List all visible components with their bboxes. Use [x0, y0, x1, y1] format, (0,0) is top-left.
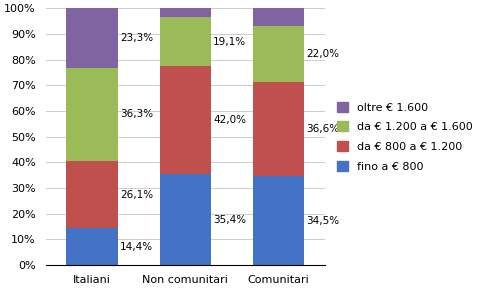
Bar: [66, 8, 118, 68]
Text: 14,4%: 14,4%: [120, 242, 153, 252]
Bar: [66, 68, 118, 161]
Bar: [159, 17, 211, 66]
Text: 23,3%: 23,3%: [120, 33, 153, 43]
Bar: [159, 174, 211, 265]
Bar: [66, 161, 118, 228]
Bar: [66, 228, 118, 265]
Bar: [252, 177, 303, 265]
Text: 36,6%: 36,6%: [306, 125, 339, 134]
Legend: oltre € 1.600, da € 1.200 a € 1.600, da € 800 a € 1.200, fino a € 800: oltre € 1.600, da € 1.200 a € 1.600, da …: [333, 99, 475, 175]
Text: 34,5%: 34,5%: [306, 216, 339, 226]
Text: 35,4%: 35,4%: [213, 215, 246, 225]
Bar: [252, 82, 303, 177]
Bar: [159, 66, 211, 174]
Text: 22,0%: 22,0%: [306, 49, 339, 59]
Text: 19,1%: 19,1%: [213, 37, 246, 47]
Bar: [159, 8, 211, 17]
Bar: [252, 8, 303, 26]
Bar: [252, 26, 303, 82]
Text: 26,1%: 26,1%: [120, 190, 153, 200]
Text: 36,3%: 36,3%: [120, 110, 153, 119]
Text: 42,0%: 42,0%: [213, 115, 246, 125]
